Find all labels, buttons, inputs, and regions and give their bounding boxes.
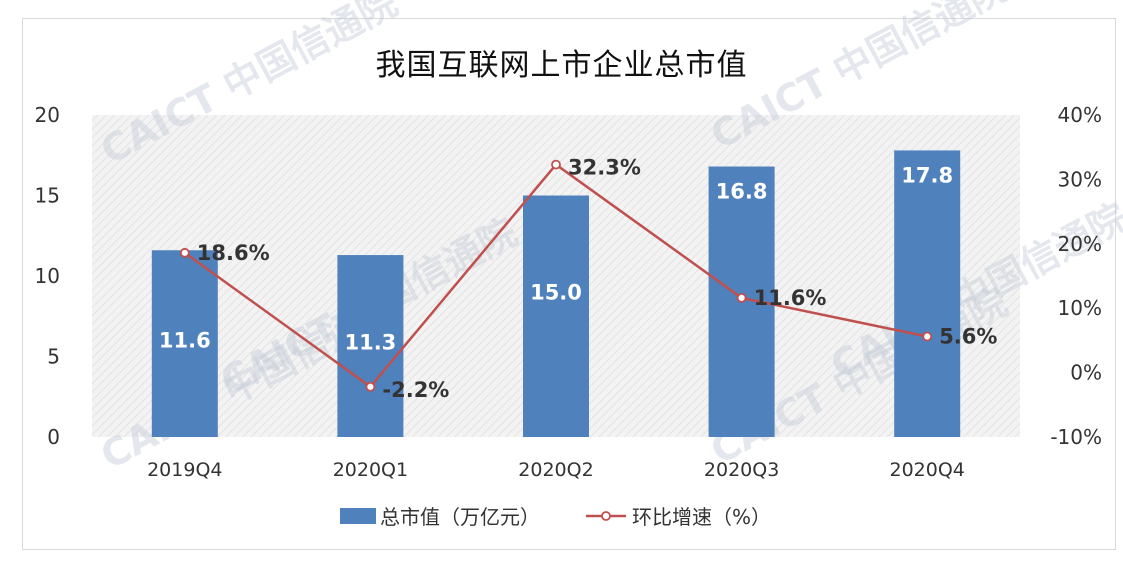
bar-2019Q4 xyxy=(151,250,218,437)
bar-2020Q2 xyxy=(523,195,589,437)
legend-item-bar: 总市值（万亿元） xyxy=(340,505,540,529)
x-tick: 2019Q4 xyxy=(147,459,222,481)
y-right-tick: 20% xyxy=(1058,232,1102,256)
y-left-tick: 10 xyxy=(35,264,60,288)
legend-item-line: 环比增速（%） xyxy=(586,505,771,529)
bar-label-2019Q4: 11.6 xyxy=(159,328,211,352)
bar-label-2020Q3: 16.8 xyxy=(716,180,768,204)
y-left-tick: 5 xyxy=(47,345,60,369)
y-right-tick: 40% xyxy=(1058,103,1102,127)
growth-point-2020Q3 xyxy=(736,292,747,303)
chart-title: 我国互联网上市企业总市值 xyxy=(375,48,748,83)
y-left-tick: 0 xyxy=(47,425,60,449)
growth-point-2020Q4 xyxy=(922,331,933,342)
bar-label-2020Q4: 17.8 xyxy=(901,163,953,187)
legend-swatch-bar xyxy=(340,508,376,524)
growth-point-2020Q1 xyxy=(365,381,376,392)
y-right-tick: 0% xyxy=(1070,361,1102,385)
legend-label-line: 环比增速（%） xyxy=(632,505,771,529)
y-right-tick: 30% xyxy=(1058,167,1102,191)
growth-label-2020Q2: 32.3% xyxy=(568,156,641,180)
x-tick: 2020Q1 xyxy=(333,459,408,481)
growth-label-2020Q4: 5.6% xyxy=(939,325,997,349)
y-right-tick: 10% xyxy=(1058,296,1102,320)
bar-2020Q1 xyxy=(337,255,404,437)
growth-label-2019Q4: 18.6% xyxy=(197,241,270,265)
growth-point-2019Q4 xyxy=(179,247,190,258)
legend-label-bar: 总市值（万亿元） xyxy=(380,505,540,529)
x-tick: 2020Q2 xyxy=(518,459,593,481)
growth-label-2020Q1: -2.2% xyxy=(382,378,449,402)
y-left-tick: 20 xyxy=(35,103,60,127)
growth-label-2020Q3: 11.6% xyxy=(754,286,827,310)
growth-point-2020Q2 xyxy=(551,159,561,170)
bar-2020Q4 xyxy=(894,150,961,438)
bar-label-2020Q1: 11.3 xyxy=(344,331,396,355)
x-tick: 2020Q3 xyxy=(704,459,779,481)
y-right-tick: -10% xyxy=(1050,425,1102,449)
x-tick: 2020Q4 xyxy=(889,459,964,481)
y-left-tick: 15 xyxy=(35,184,60,208)
legend-marker-line xyxy=(601,511,611,521)
bar-label-2020Q2: 15.0 xyxy=(530,280,582,304)
